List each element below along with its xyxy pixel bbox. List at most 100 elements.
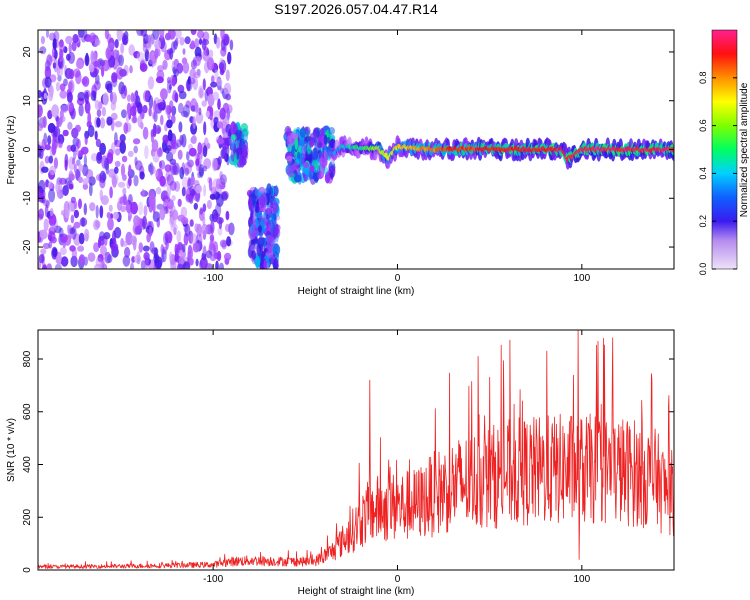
heatmap-cell (206, 57, 215, 71)
heatmap-cell (141, 188, 145, 198)
heatmap-cell (133, 254, 142, 264)
heatmap-cell (78, 198, 82, 210)
heatmap-cell (178, 255, 185, 265)
heatmap-cell (74, 201, 78, 210)
heatmap-cell (44, 204, 49, 218)
heatmap-cell (273, 200, 278, 213)
heatmap-cell (220, 30, 225, 41)
heatmap-cell (220, 47, 227, 57)
heatmap-cell (225, 210, 230, 221)
heatmap-cell (71, 41, 77, 52)
heatmap-cell (190, 105, 196, 112)
heatmap-cell (46, 263, 53, 269)
heatmap-cell (49, 208, 54, 217)
heatmap-cell (179, 166, 185, 180)
heatmap-cell (122, 255, 131, 267)
heatmap-cell (142, 43, 148, 53)
heatmap-cell (152, 30, 160, 40)
heatmap-cell (136, 251, 141, 263)
heatmap-cell (178, 121, 183, 133)
heatmap-cell (209, 254, 217, 262)
heatmap-cell (156, 147, 163, 158)
y-tick-label: -20 (22, 239, 33, 254)
heatmap-cell (102, 92, 109, 106)
heatmap-cell (84, 54, 90, 67)
heatmap-cell (203, 184, 207, 197)
heatmap-cell (178, 90, 187, 100)
heatmap-cell (149, 162, 154, 176)
heatmap-cell (166, 151, 174, 162)
heatmap-cell (129, 262, 135, 269)
heatmap-cell (193, 202, 198, 210)
heatmap-cell (39, 229, 48, 240)
heatmap-cell (151, 247, 159, 255)
heatmap-cell (149, 165, 156, 175)
heatmap-cell (109, 186, 113, 199)
heatmap-cell (289, 132, 296, 147)
heatmap-cell (59, 109, 64, 120)
heatmap-cell (119, 195, 128, 206)
heatmap-cell (52, 62, 57, 69)
heatmap-cell (193, 72, 201, 79)
heatmap-cell (114, 227, 122, 239)
heatmap-cell (224, 252, 232, 261)
heatmap-cell (176, 263, 184, 269)
heatmap-cell (94, 99, 100, 110)
heatmap-cell (98, 173, 102, 183)
heatmap-cell (114, 160, 121, 167)
heatmap-cell (97, 239, 102, 249)
heatmap-cell (201, 100, 207, 107)
heatmap-cell (104, 251, 111, 264)
heatmap-cell (42, 116, 47, 128)
heatmap-cell (202, 203, 207, 213)
heatmap-cell (185, 100, 192, 109)
heatmap-cell (303, 141, 308, 153)
y-tick-label: 20 (22, 46, 33, 58)
heatmap-cell (195, 184, 203, 194)
heatmap-cell (106, 83, 113, 94)
heatmap-cell (51, 104, 60, 118)
heatmap-cell (122, 34, 129, 46)
heatmap-cell (270, 202, 274, 209)
heatmap-cell (174, 92, 179, 103)
heatmap-cell (69, 69, 75, 80)
heatmap-cell (83, 203, 88, 216)
heatmap-cell (77, 91, 86, 102)
heatmap-cell (132, 138, 141, 145)
heatmap-cell (57, 185, 61, 199)
heatmap-cell (216, 138, 225, 145)
heatmap-cell (315, 137, 322, 143)
heatmap-cell (48, 188, 56, 203)
heatmap-cell (162, 134, 169, 144)
heatmap-cell (216, 121, 224, 129)
snr-panel: -100 0 100 0 200 400 600 800 Height of straight… (6, 329, 675, 597)
heatmap-cell (68, 81, 73, 91)
heatmap-cell (111, 72, 118, 83)
heatmap-cell (219, 107, 226, 120)
heatmap-cell (111, 175, 117, 188)
heatmap-cell (235, 147, 244, 155)
heatmap-cell (60, 256, 69, 267)
heatmap-cell (96, 109, 102, 118)
heatmap-cell (142, 126, 149, 140)
heatmap-cell (78, 176, 83, 183)
heatmap-cell (99, 59, 106, 67)
heatmap-cell (68, 42, 72, 54)
heatmap-cell (147, 76, 155, 90)
heatmap-cell (87, 252, 96, 262)
heatmap-cell (241, 128, 249, 137)
heatmap-cell (47, 122, 56, 134)
heatmap-cell (258, 186, 266, 194)
heatmap-cell (221, 192, 228, 202)
heatmap-cell (214, 69, 219, 81)
heatmap-cell (204, 89, 209, 102)
heatmap-cell (126, 102, 132, 116)
heatmap-cell (208, 49, 214, 59)
heatmap-cell (53, 225, 62, 234)
heatmap-cell (198, 107, 202, 116)
heatmap-cell (201, 38, 207, 51)
heatmap-cell (133, 175, 139, 187)
heatmap-cell (114, 121, 123, 128)
heatmap-cell (148, 193, 156, 208)
heatmap-cell (63, 78, 68, 87)
